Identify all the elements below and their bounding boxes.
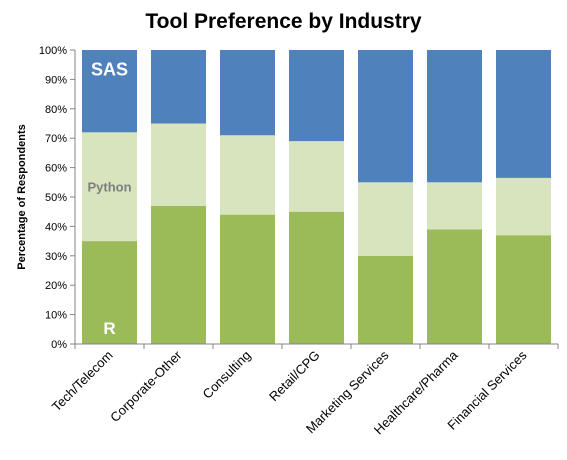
bar-python-5 [358, 182, 413, 256]
series-label-r: R [103, 319, 115, 338]
bar-r-6 [427, 229, 482, 344]
bar-r-1 [82, 241, 137, 344]
y-tick-label: 10% [45, 310, 67, 322]
y-tick-label: 60% [45, 163, 67, 175]
bar-r-7 [496, 235, 551, 344]
bar-sas-7 [496, 50, 551, 178]
bar-r-5 [358, 255, 413, 344]
category-label-4: Retail/CPG [266, 348, 323, 405]
bar-python-6 [427, 182, 482, 230]
bar-sas-1 [82, 50, 137, 133]
category-label-2: Corporate-Other [107, 347, 185, 425]
category-label-3: Consulting [200, 348, 254, 402]
bar-r-2 [151, 205, 206, 344]
bar-r-4 [289, 211, 344, 344]
y-tick-label: 20% [45, 280, 67, 292]
bar-r-3 [220, 214, 275, 344]
y-tick-label: 70% [45, 133, 67, 145]
y-tick-label: 0% [51, 339, 67, 351]
bar-python-3 [220, 135, 275, 215]
bar-python-4 [289, 141, 344, 212]
series-label-python: Python [87, 180, 131, 195]
bar-sas-6 [427, 50, 482, 183]
y-axis: 0% 10% 20% 30% 40% 50% 60% 70% 80% 90% 100% [39, 45, 76, 351]
y-tick-label: 100% [39, 45, 67, 57]
bar-sas-3 [220, 50, 275, 136]
y-tick-label: 40% [45, 221, 67, 233]
series-labels: R Python SAS [87, 60, 131, 339]
y-axis-title: Percentage of Respondents [16, 124, 28, 269]
y-tick-label: 90% [45, 74, 67, 86]
bars-group [82, 50, 551, 344]
y-tick-label: 30% [45, 251, 67, 263]
bar-sas-5 [358, 50, 413, 183]
bar-sas-2 [151, 50, 206, 124]
bar-python-7 [496, 177, 551, 236]
series-label-sas: SAS [91, 60, 128, 80]
y-tick-label: 80% [45, 104, 67, 116]
chart-title: Tool Preference by Industry [145, 10, 422, 33]
bar-python-1 [82, 132, 137, 242]
y-tick-label: 50% [45, 192, 67, 204]
bar-python-2 [151, 123, 206, 206]
bar-sas-4 [289, 50, 344, 142]
category-label-1: Tech/Telecom [49, 348, 116, 415]
